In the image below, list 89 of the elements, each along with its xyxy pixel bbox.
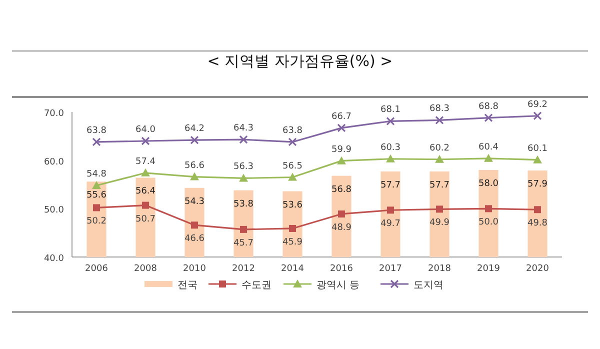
- data-label: 48.9: [331, 222, 352, 233]
- data-label: 59.9: [331, 144, 352, 155]
- point: [386, 154, 395, 162]
- data-label: 45.7: [233, 238, 254, 248]
- data-label: 64.0: [135, 125, 156, 135]
- legend-label: 수도권: [242, 280, 272, 291]
- point: [239, 174, 248, 182]
- data-label: 57.9: [527, 179, 548, 190]
- point: [534, 206, 541, 214]
- point: [92, 138, 101, 146]
- data-label: 57.7: [429, 180, 450, 190]
- data-label: 54.8: [86, 169, 107, 180]
- data-label: 53.8: [233, 199, 254, 210]
- data-label: 53.6: [282, 200, 303, 210]
- data-label: 49.8: [527, 218, 548, 229]
- point: [93, 204, 100, 212]
- point: [240, 226, 247, 233]
- data-label: 64.2: [184, 124, 205, 134]
- legend-label: 도지역: [414, 280, 444, 291]
- data-label: 55.6: [86, 190, 107, 201]
- point: [337, 124, 346, 132]
- point: [141, 136, 150, 146]
- data-label: 69.2: [527, 100, 548, 110]
- chart-title: < 지역별 자가점유율(%) >: [207, 52, 393, 70]
- data-label: 49.9: [429, 218, 450, 228]
- data-label: 50.0: [478, 218, 499, 228]
- data-label: 60.1: [527, 144, 548, 154]
- point: [533, 112, 542, 120]
- point: [289, 224, 296, 232]
- x-tick-label: 2012: [232, 264, 255, 274]
- x-tick-label: 2019: [477, 264, 500, 274]
- data-label: 60.3: [380, 142, 401, 153]
- data-label: 54.3: [184, 196, 205, 207]
- point: [288, 138, 297, 146]
- data-label: 56.4: [135, 186, 156, 197]
- data-label: 58.0: [478, 179, 499, 189]
- data-label: 50.7: [135, 214, 156, 224]
- point: [435, 116, 444, 125]
- y-tick-label: 70.0: [44, 109, 64, 119]
- x-tick-label: 2010: [183, 264, 206, 274]
- x-tick-label: 2008: [134, 264, 158, 274]
- data-label: 45.9: [282, 237, 303, 248]
- legend-label: 전국: [178, 280, 198, 291]
- point: [386, 116, 395, 126]
- point: [337, 156, 346, 164]
- data-label: 60.4: [478, 142, 499, 152]
- data-label: 49.7: [380, 219, 401, 230]
- point: [288, 172, 297, 181]
- point: [191, 222, 198, 229]
- data-label: 56.8: [331, 184, 352, 195]
- data-label: 56.6: [184, 160, 205, 171]
- data-label: 68.1: [380, 105, 401, 116]
- point: [484, 114, 493, 122]
- y-tick-label: 60.0: [44, 157, 64, 168]
- data-label: 50.2: [86, 216, 107, 227]
- data-label: 57.4: [135, 156, 156, 167]
- point: [92, 180, 101, 189]
- point: [435, 154, 444, 163]
- data-label: 56.3: [233, 162, 254, 172]
- point: [190, 172, 199, 180]
- data-label: 46.6: [184, 234, 205, 244]
- data-label: 56.5: [282, 161, 303, 172]
- x-tick-label: 2020: [526, 264, 550, 274]
- point: [484, 154, 493, 162]
- point: [485, 205, 492, 212]
- x-tick-label: 2006: [85, 264, 108, 274]
- data-label: 68.3: [429, 104, 450, 114]
- point: [436, 206, 443, 213]
- data-label: 63.8: [86, 126, 107, 136]
- point: [142, 202, 149, 209]
- x-tick-label: 2016: [330, 264, 354, 274]
- data-label: 63.8: [282, 126, 303, 136]
- data-label: 64.3: [233, 124, 254, 134]
- x-tick-label: 2014: [281, 264, 304, 274]
- x-tick-label: 2018: [428, 264, 452, 274]
- point: [190, 136, 199, 144]
- point: [387, 206, 394, 214]
- data-label: 68.8: [478, 102, 499, 112]
- point: [338, 210, 345, 218]
- data-label: 60.2: [429, 143, 450, 154]
- data-label: 66.7: [331, 112, 352, 122]
- point: [533, 155, 542, 164]
- legend-label: 광역시 등: [316, 280, 360, 291]
- data-label: 57.7: [380, 180, 401, 190]
- y-tick-label: 50.0: [44, 206, 64, 216]
- y-tick-label: 40.0: [44, 254, 64, 264]
- point: [141, 168, 150, 176]
- point: [239, 135, 248, 144]
- x-tick-label: 2017: [379, 264, 402, 274]
